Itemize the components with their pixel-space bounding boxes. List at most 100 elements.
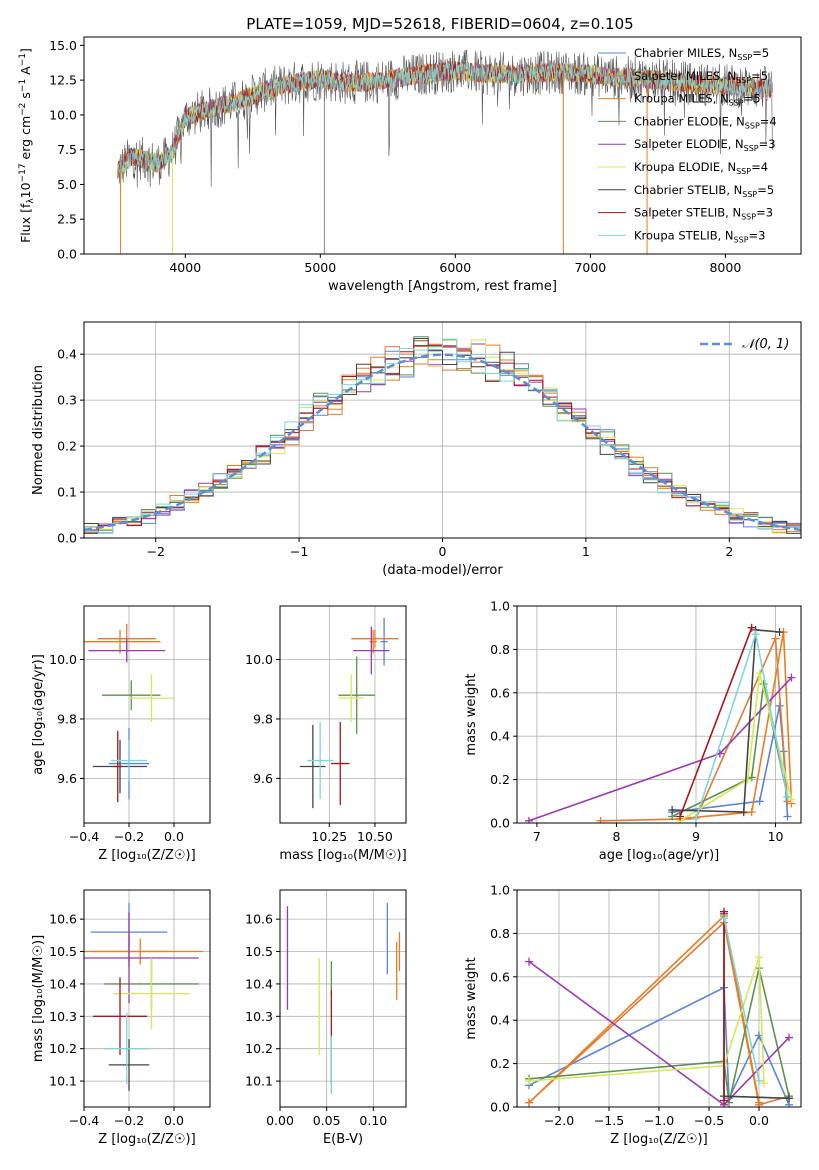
legend-entry-6: Chabrier STELIB, NSSP=5 <box>634 183 774 199</box>
spectrum-ylabel: Flux [fλ10−17 erg cm−2 s−1 A−1] <box>18 48 36 243</box>
mass-vs-ebv-ytick-label: 10.3 <box>245 1009 273 1024</box>
age-vs-Z-point-8 <box>111 739 147 782</box>
massweight-vs-Z-series-8 <box>723 918 760 1082</box>
gaussian-curve <box>84 353 801 532</box>
massweight-vs-age-marker <box>676 812 685 821</box>
massweight-vs-Z-xtick-label: −0.5 <box>694 1113 724 1128</box>
mass-vs-Z-ytick-label: 10.3 <box>49 1009 77 1024</box>
age-vs-mass-point-1 <box>351 629 399 648</box>
mass-vs-Z-xtick-label: 0.0 <box>164 1113 184 1128</box>
massweight-vs-age-marker <box>755 669 764 678</box>
massweight-vs-age-marker <box>771 634 780 643</box>
legend-entry-2: Kroupa MILES, NSSP=5 <box>634 92 761 108</box>
legend-nssp: 3 <box>758 228 765 242</box>
residuals-ytick-label: 0.4 <box>57 347 77 362</box>
age-vs-mass-xtick-label: 10.50 <box>357 829 393 844</box>
massweight-vs-Z-series-5 <box>528 957 765 1084</box>
spectrum-xlabel: wavelength [Angstrom, rest frame] <box>328 279 557 294</box>
massweight-vs-age-series-8 <box>695 631 789 819</box>
massweight-vs-Z-xlabel: Z [log₁₀(Z/Z☉)] <box>610 1132 707 1147</box>
massweight-vs-Z-marker <box>525 1098 533 1107</box>
age-vs-mass-panel: 10.25 10.50 9.6 9.8 10.0 mass [log₁₀(M/M☉)] <box>245 605 407 863</box>
residuals-ytick-label: 0.1 <box>57 485 77 500</box>
residuals-xtick-label: −1 <box>290 544 308 559</box>
age-vs-mass-point-0 <box>380 617 388 666</box>
mass-vs-ebv-ytick-label: 10.6 <box>245 912 273 927</box>
spectrum-xtick-label: 7000 <box>574 260 606 275</box>
massweight-vs-age-ytick-label: 0.2 <box>490 772 510 787</box>
spectrum-frame <box>83 36 802 255</box>
mass-vs-Z-xlabel: Z [log₁₀(Z/Z☉)] <box>98 1132 195 1147</box>
age-vs-mass-point-5 <box>338 674 364 722</box>
legend-nssp: 4 <box>761 160 768 174</box>
massweight-vs-age-series-1 <box>600 638 789 822</box>
mass-vs-Z-point-7 <box>93 977 147 1056</box>
massweight-vs-Z-ytick-label: 0.4 <box>490 1013 510 1028</box>
massweight-vs-age-marker <box>743 775 752 784</box>
age-vs-Z-xtick-label: 0.0 <box>164 829 184 844</box>
age-vs-mass-point-8 <box>307 721 333 800</box>
legend-name: Chabrier MILES <box>634 46 721 60</box>
massweight-vs-age-xtick-label: 10 <box>768 829 784 844</box>
spectrum-legend: Chabrier MILES, NSSP=5 Salpeter MILES, NS… <box>598 46 777 244</box>
age-vs-Z-point-4 <box>88 638 165 663</box>
massweight-vs-age-marker <box>751 630 760 639</box>
age-vs-mass-point-4 <box>353 626 390 675</box>
mass-vs-ebv-ytick-label: 10.5 <box>245 944 273 959</box>
mass-vs-ebv-xtick-label: 0.05 <box>313 1113 341 1128</box>
age-vs-Z-xtick-label: −0.4 <box>69 829 99 844</box>
spectrum-panel: 4000 5000 6000 7000 8000 0.0 2.5 5.0 7.5 10.0 12.5… <box>18 36 802 294</box>
legend-entry-3: Chabrier ELODIE, NSSP=4 <box>634 114 777 130</box>
mass-vs-Z-ytick-label: 10.5 <box>49 944 77 959</box>
massweight-vs-Z-marker <box>525 1076 533 1085</box>
massweight-vs-age-xtick-label: 7 <box>533 829 541 844</box>
residuals-xtick-label: 0 <box>439 544 447 559</box>
age-vs-mass-xlabel: mass [log₁₀(M/M☉)] <box>279 848 406 863</box>
legend-name: Kroupa MILES <box>634 92 713 106</box>
massweight-vs-age-series-6 <box>672 629 780 813</box>
legend-nssp: 3 <box>766 206 773 220</box>
age-vs-Z-point-5 <box>129 674 174 722</box>
spectrum-ylabel-sup4: −1 <box>18 53 28 66</box>
spectrum-plot-area <box>117 49 773 254</box>
spectrum-ytick-label: 0.0 <box>57 247 77 262</box>
mass-vs-ebv-xtick-label: 0.10 <box>359 1113 387 1128</box>
massweight-vs-Z-ytick-label: 1.0 <box>490 883 510 898</box>
spectrum-ylabel-post: erg cm <box>18 116 33 164</box>
mass-vs-ebv-xtick-label: 0.00 <box>266 1113 294 1128</box>
massweight-vs-Z-ytick-label: 0.2 <box>490 1056 510 1071</box>
age-vs-Z-xlabel: Z [log₁₀(Z/Z☉)] <box>98 848 195 863</box>
mass-vs-Z-plot-area <box>84 902 204 1091</box>
mass-vs-Z-xtick-label: −0.2 <box>114 1113 144 1128</box>
massweight-vs-age-plot-area <box>524 623 796 823</box>
mass-vs-Z-ytick-label: 10.1 <box>49 1074 77 1089</box>
mass-vs-Z-ytick-label: 10.6 <box>49 912 77 927</box>
massweight-vs-Z-marker <box>525 957 533 966</box>
massweight-vs-Z-ylabel: mass weight <box>464 957 479 1039</box>
residuals-ytick-label: 0.0 <box>57 531 77 546</box>
mass-vs-Z-panel: −0.4 −0.2 0.0 10.1 10.2 10.3 10.4 10.5 10.6 Z [lo… <box>31 889 211 1147</box>
legend-nssp: 4 <box>769 114 776 128</box>
spectrum-ytick-label: 5.0 <box>57 177 77 192</box>
age-vs-Z-ytick-label: 9.8 <box>57 711 77 726</box>
massweight-vs-age-marker <box>739 808 748 817</box>
spectrum-line-4 <box>117 61 773 174</box>
mass-vs-ebv-plot-area <box>286 902 401 1095</box>
massweight-vs-age-series-3 <box>671 683 789 818</box>
massweight-vs-Z-marker <box>720 914 728 923</box>
mass-vs-Z-point-8 <box>104 1013 150 1085</box>
spectrum-ytick-label: 2.5 <box>57 212 77 227</box>
spectrum-ytick-label: 7.5 <box>57 142 77 157</box>
massweight-vs-Z-xtick-label: −1.0 <box>644 1113 674 1128</box>
age-vs-Z-point-2 <box>84 629 161 654</box>
massweight-vs-Z-xtick-label: 0.0 <box>749 1113 769 1128</box>
spectrum-ylabel-end: ] <box>18 48 33 53</box>
massweight-vs-Z-marker <box>755 1076 763 1085</box>
chart-panels: 4000 5000 6000 7000 80000.02.55.07.510.012.5… <box>18 36 802 1147</box>
massweight-vs-age-series-2 <box>680 631 793 820</box>
mass-vs-Z-frame <box>83 889 211 1108</box>
massweight-vs-age-marker <box>524 816 533 823</box>
residuals-xtick-label: 1 <box>582 544 590 559</box>
massweight-vs-age-marker <box>755 797 764 806</box>
massweight-vs-age-series-0 <box>672 705 789 817</box>
